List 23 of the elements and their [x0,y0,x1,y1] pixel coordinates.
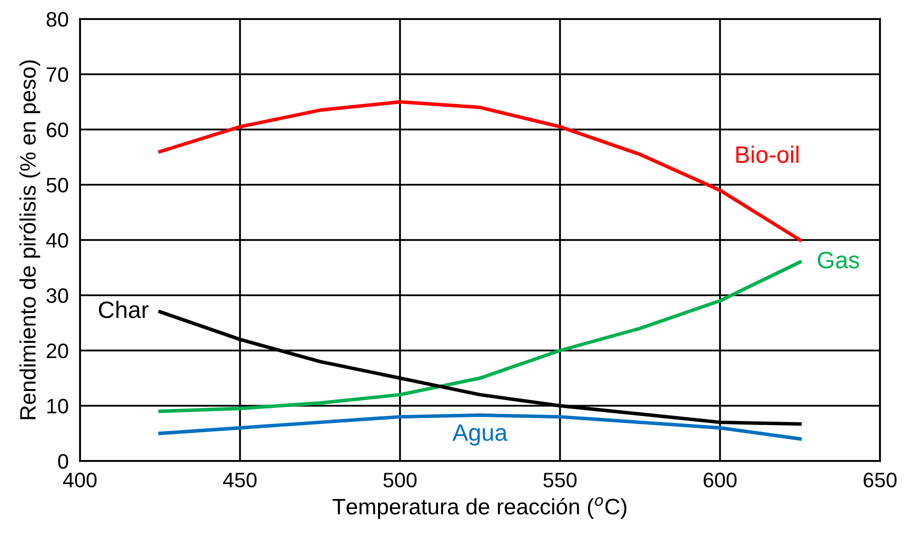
y-tick-label: 60 [46,122,68,138]
x-tick-label: 500 [383,472,417,488]
y-tick-label: 10 [47,398,68,414]
y-tick-label: 20 [46,344,68,358]
x-tick-label: 450 [223,472,257,488]
series-label: Gas [818,252,860,268]
x-tick-label: 550 [543,472,577,488]
line-series [158,260,802,414]
y-tick-label: 50 [46,178,68,193]
x-tick-label: 600 [704,472,737,488]
series-label: Char [98,300,148,318]
line-series [158,100,802,242]
y-tick-label: 70 [46,67,68,82]
y-tick-label: 0 [58,454,68,469]
y-axis-title: Rendimiento de pirólisis (% en peso) [19,60,40,420]
y-tick-label: 80 [46,12,68,27]
series-label: Agua [452,424,508,446]
x-tick-label: 650 [864,472,897,488]
y-tick-label: 40 [46,233,68,248]
x-tick-label: 400 [63,472,97,488]
series-label: Bio-oil [736,146,798,164]
y-tick-label: 30 [46,288,68,304]
x-axis-title: Temperatura de reacción ($^{o}$C) [332,497,626,519]
